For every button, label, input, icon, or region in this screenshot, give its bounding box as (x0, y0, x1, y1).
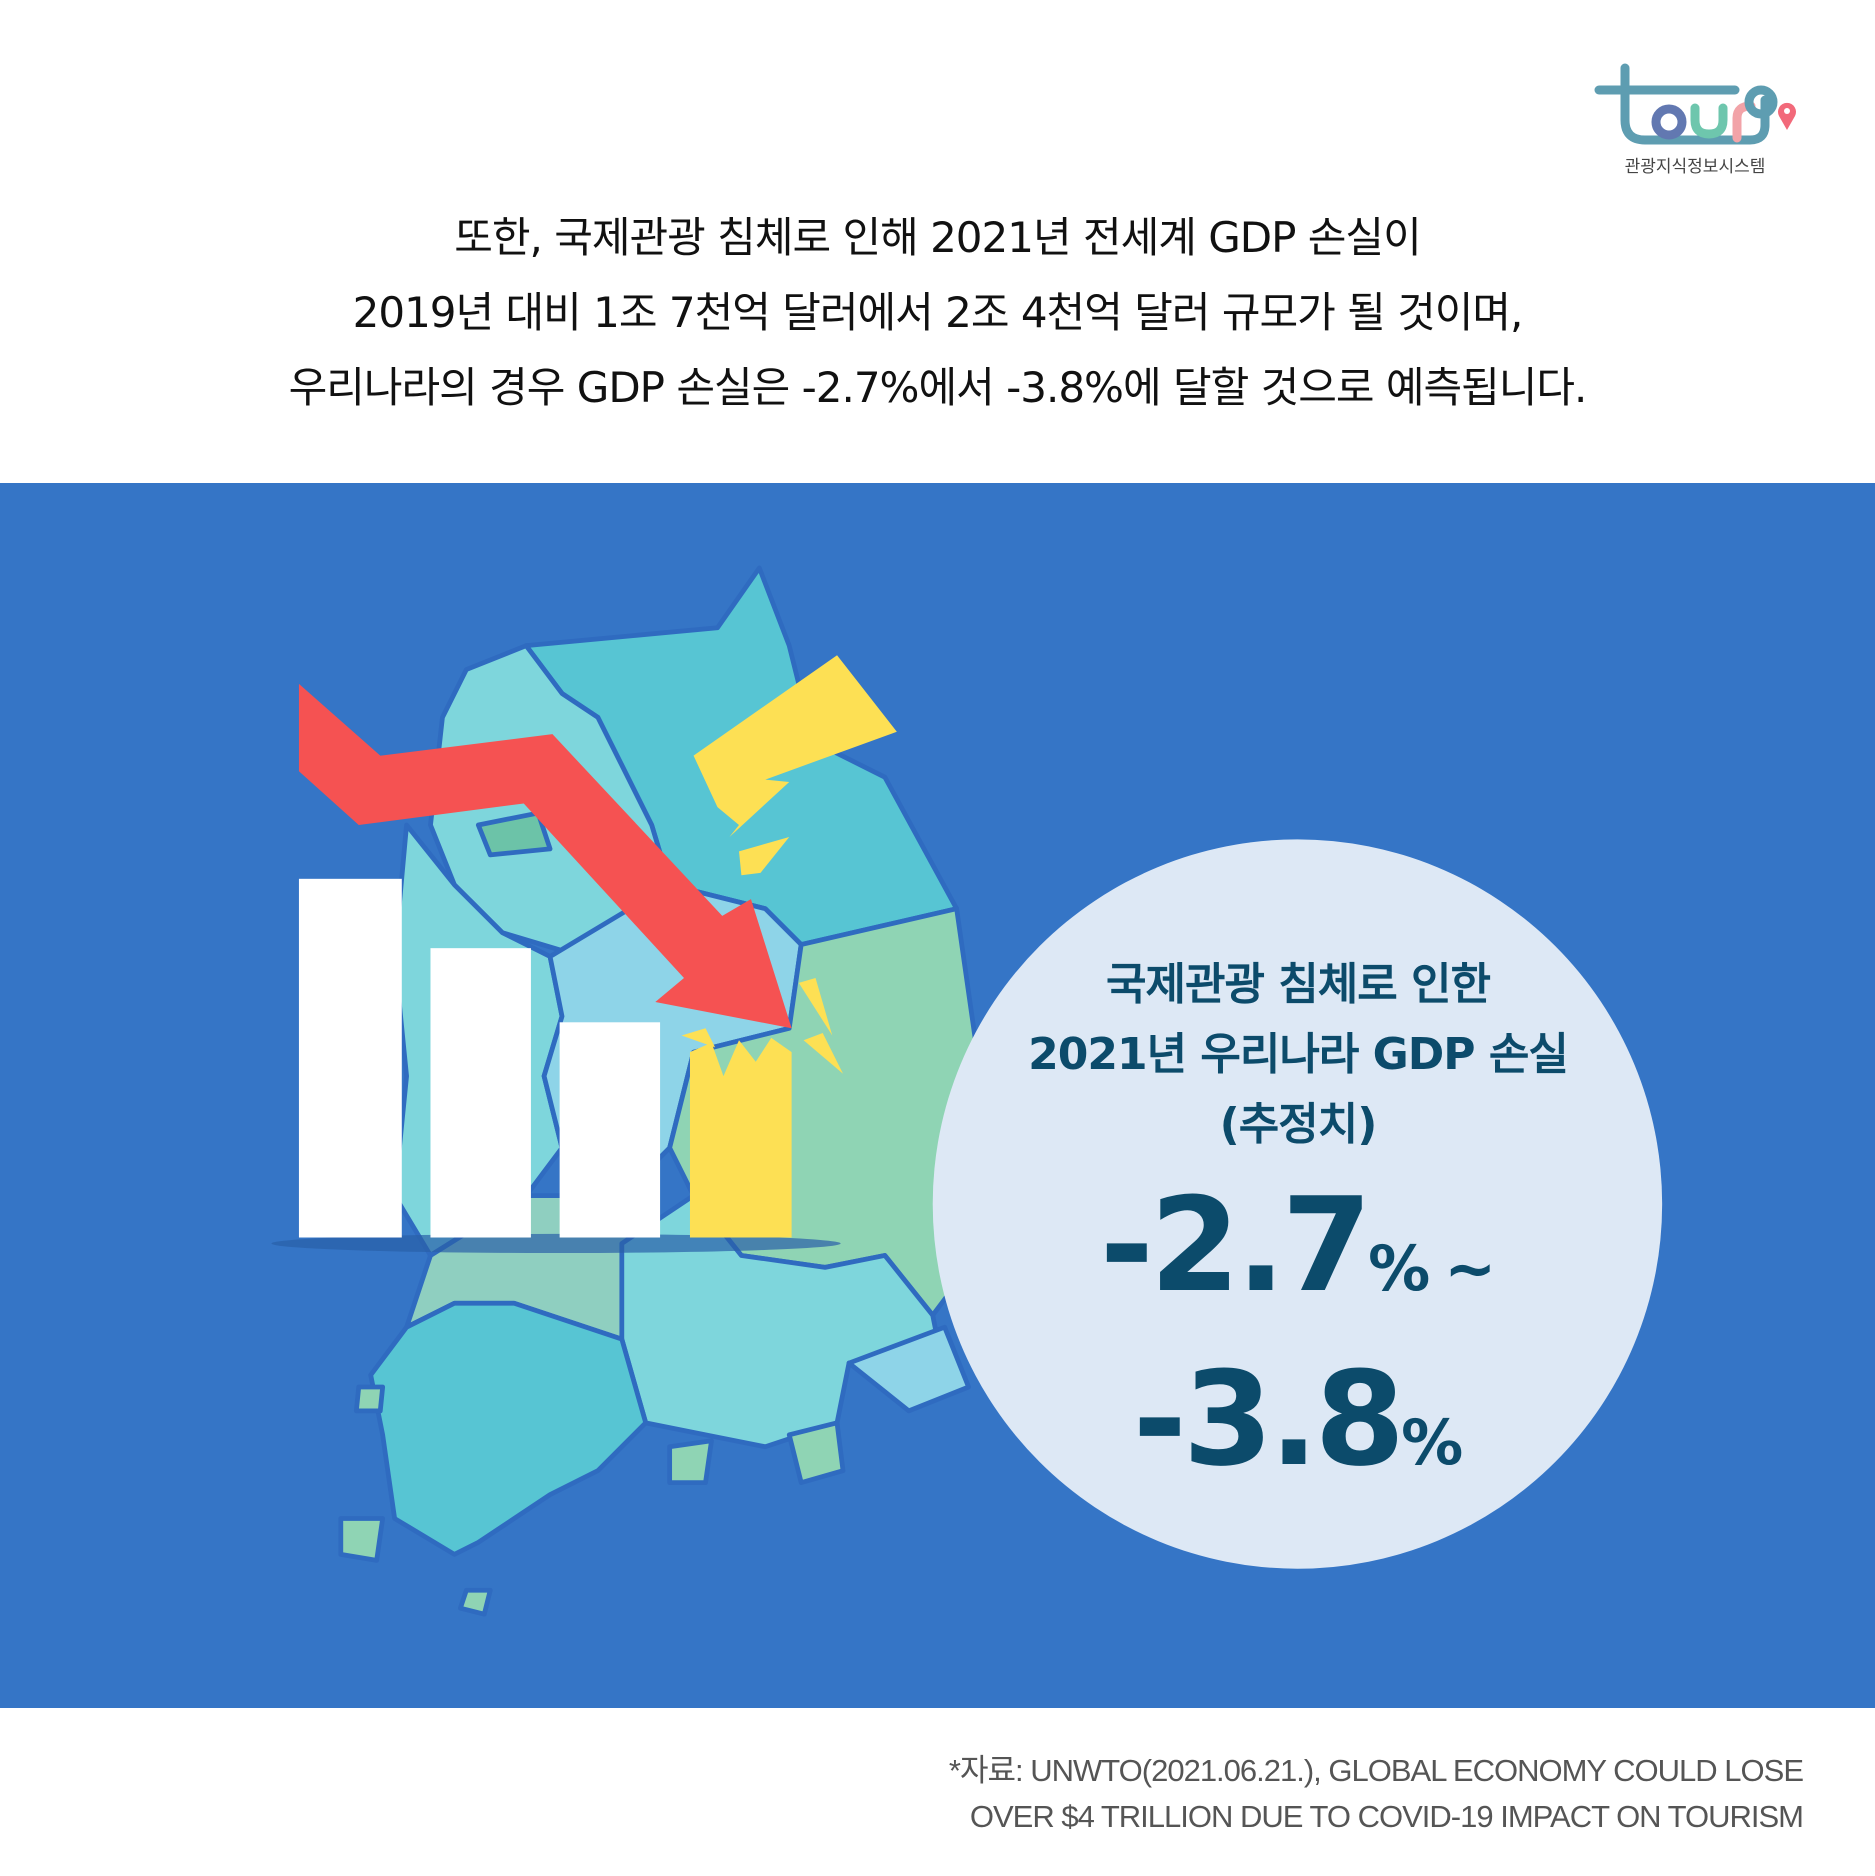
gdp-loss-highlight: 국제관광 침체로 인한 2021년 우리나라 GDP 손실 (추정치) -2.7… (933, 950, 1663, 1518)
intro-line: 우리나라의 경우 GDP 손실은 -2.7%에서 -3.8%에 달할 것으로 예… (288, 363, 1588, 412)
spark-icon (803, 1033, 844, 1074)
unit: % (1368, 1232, 1431, 1305)
down-trend-arrow (298, 683, 792, 1029)
tilde: ~ (1444, 1232, 1497, 1305)
highlight-line: 2021년 우리나라 GDP 손실 (1028, 1029, 1569, 1080)
bar-shadow (271, 1233, 841, 1254)
bar (559, 1022, 661, 1238)
value: -3.8 (1132, 1343, 1405, 1495)
spark-icon (798, 978, 833, 1036)
bar-broken (689, 1037, 792, 1238)
source-line: OVER $4 TRILLION DUE TO COVID-19 IMPACT … (969, 1799, 1804, 1834)
bar (430, 948, 531, 1238)
unit: % (1401, 1406, 1464, 1479)
gdp-loss-min: -2.7% ~ (933, 1170, 1663, 1344)
bar (298, 878, 402, 1238)
highlight-line: (추정치) (1219, 1099, 1378, 1150)
tour9-logo (1594, 63, 1796, 145)
highlight-circle (932, 839, 1663, 1569)
logo-subtitle: 관광지식정보시스템 (1624, 157, 1766, 177)
intro-text: 또한, 국제관광 침체로 인해 2021년 전세계 GDP 손실이 2019년 … (0, 200, 1875, 425)
gdp-loss-max: -3.8% (933, 1344, 1663, 1518)
intro-line: 2019년 대비 1조 7천억 달러에서 2조 4천억 달러 규모가 될 것이며… (352, 288, 1524, 337)
source-line: *자료: UNWTO(2021.06.21.), GLOBAL ECONOMY … (948, 1753, 1804, 1788)
spark-icon (681, 1028, 716, 1048)
lightning-icon (693, 655, 897, 837)
value: -2.7 (1099, 1169, 1372, 1321)
highlight-line: 국제관광 침체로 인한 (1106, 959, 1491, 1010)
intro-line: 또한, 국제관광 침체로 인해 2021년 전세계 GDP 손실이 (454, 213, 1421, 262)
source-note: *자료: UNWTO(2021.06.21.), GLOBAL ECONOMY … (948, 1748, 1804, 1840)
spark-icon (738, 836, 790, 876)
